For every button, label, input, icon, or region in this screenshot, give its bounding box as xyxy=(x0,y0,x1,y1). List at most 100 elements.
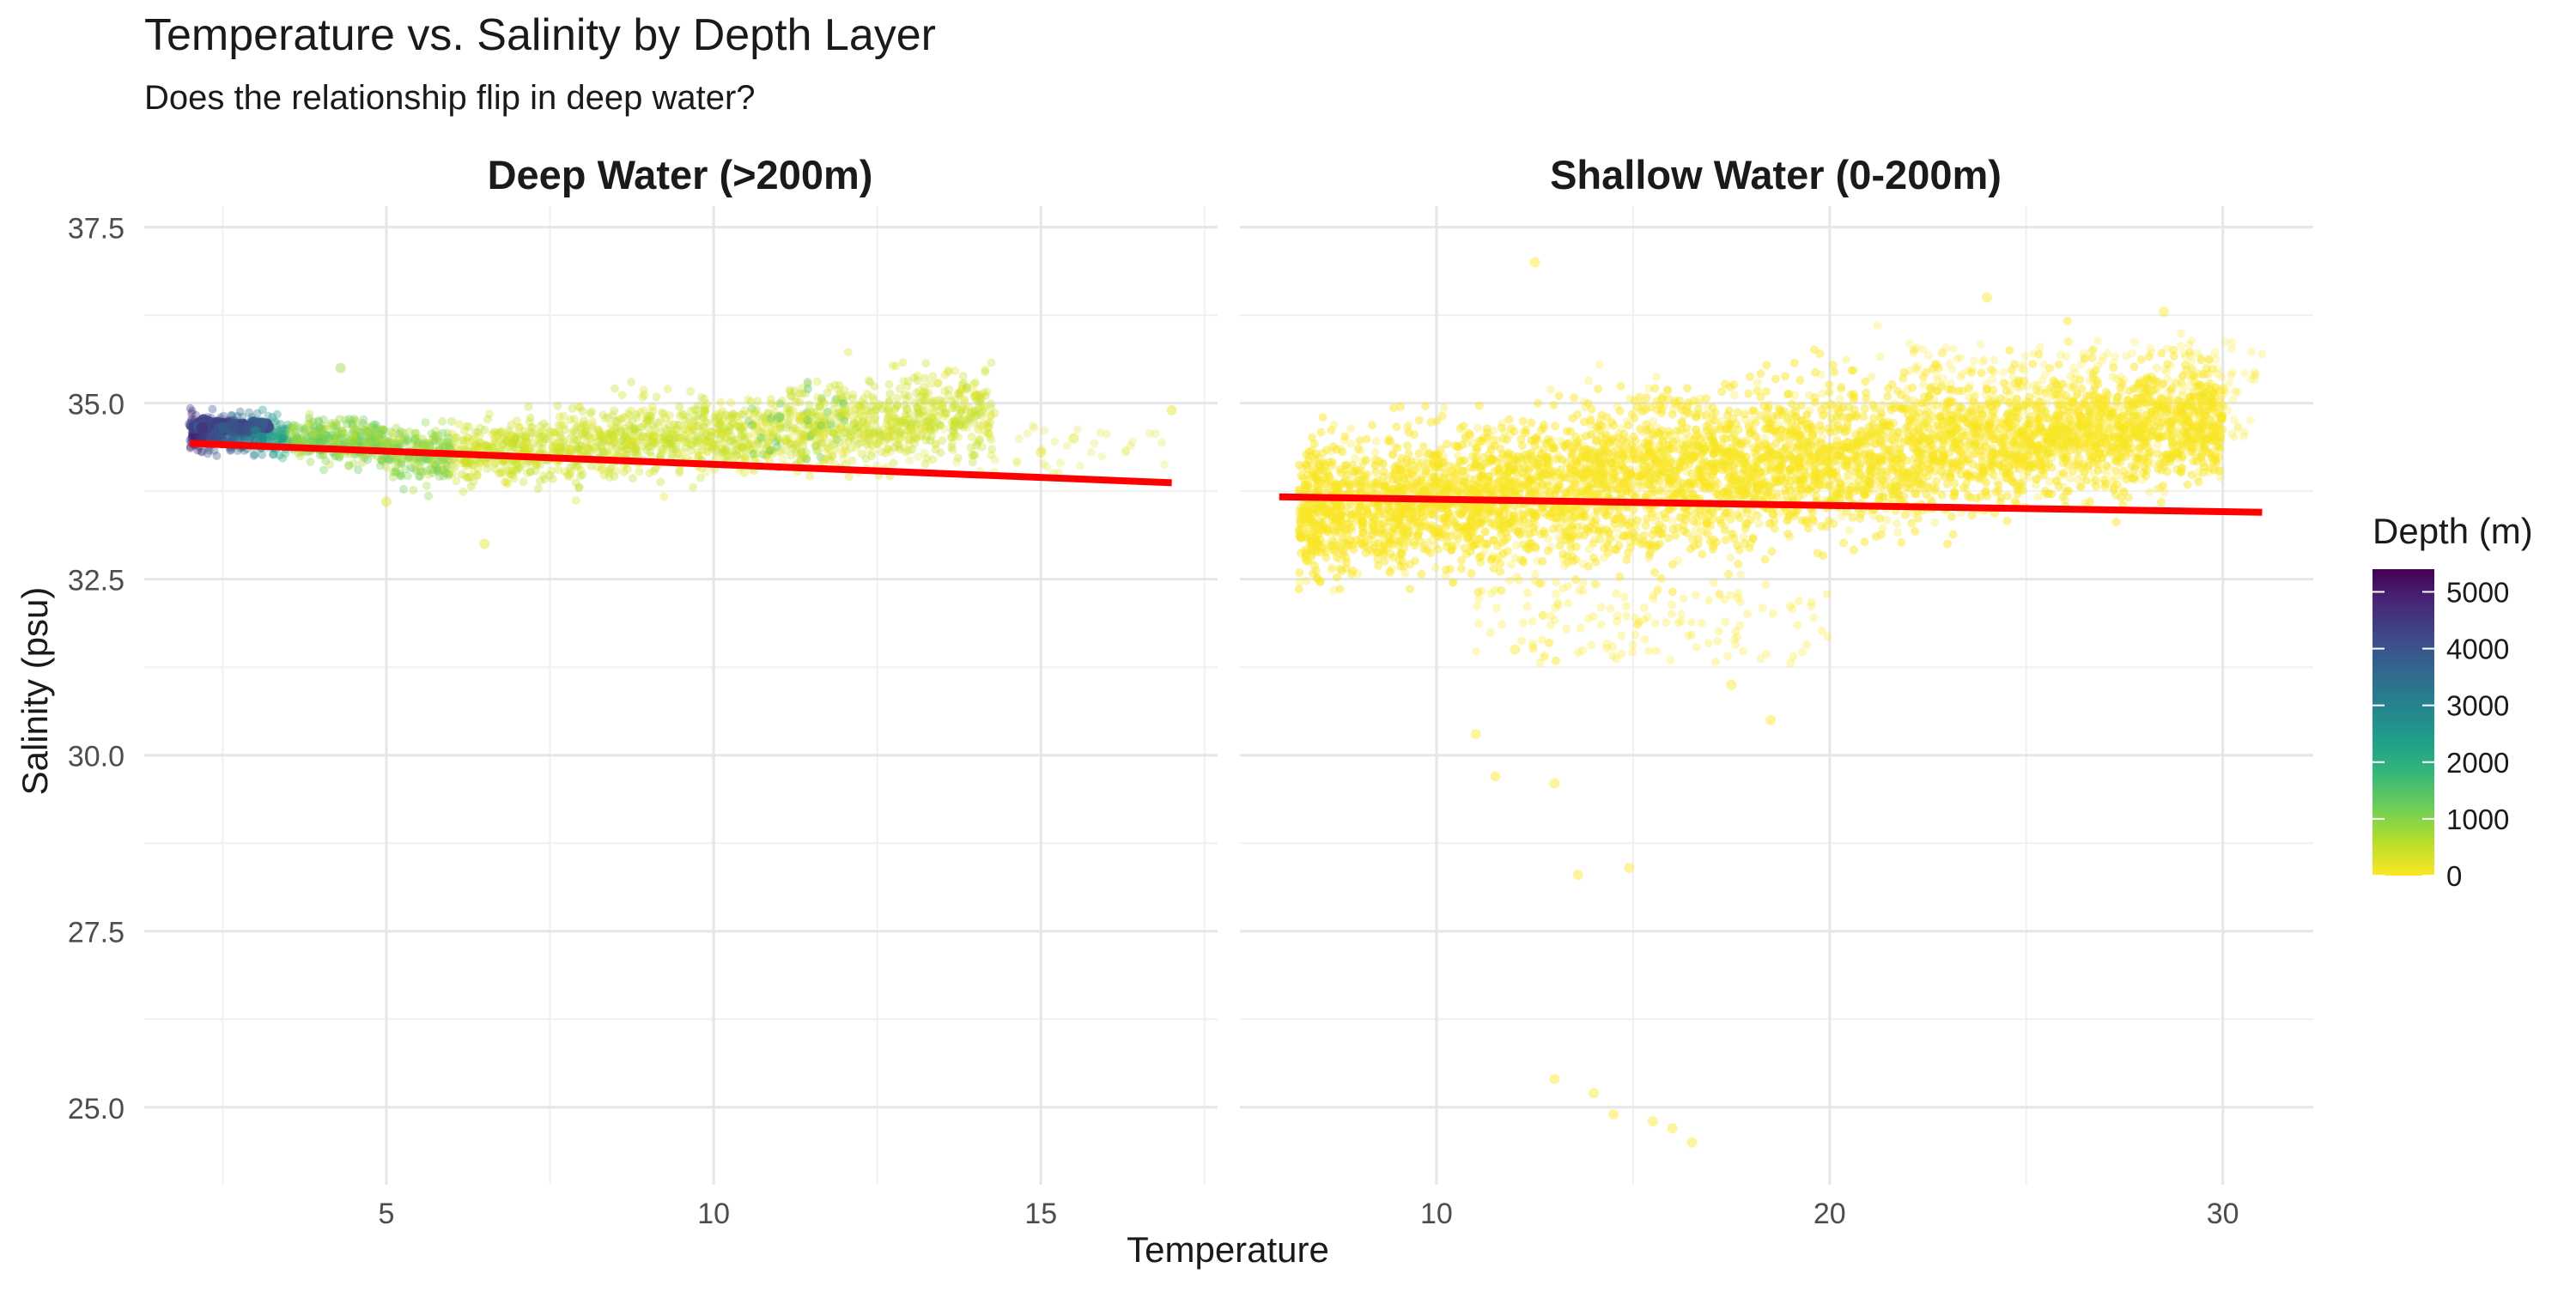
data-point xyxy=(720,430,728,439)
data-point xyxy=(556,434,565,442)
data-point xyxy=(627,378,635,386)
data-point xyxy=(773,433,781,441)
data-point xyxy=(693,436,702,445)
data-point xyxy=(306,458,314,466)
data-point xyxy=(258,451,266,459)
data-point xyxy=(700,395,708,403)
data-point xyxy=(325,434,334,442)
data-point xyxy=(598,447,607,456)
data-point xyxy=(841,385,849,394)
data-point xyxy=(483,416,492,424)
data-point xyxy=(822,409,830,417)
data-point xyxy=(915,393,924,402)
data-point xyxy=(523,469,532,477)
data-point xyxy=(828,437,836,446)
data-point xyxy=(893,394,902,403)
data-point xyxy=(340,428,349,437)
data-point xyxy=(934,379,943,387)
data-point xyxy=(409,486,417,494)
data-point xyxy=(568,404,576,413)
data-point xyxy=(987,358,995,367)
data-point xyxy=(332,420,341,428)
data-point xyxy=(985,432,993,440)
data-point xyxy=(777,447,786,456)
data-point xyxy=(862,422,871,431)
sample-point xyxy=(185,419,195,429)
data-point xyxy=(733,412,742,421)
data-point xyxy=(514,464,523,472)
data-point xyxy=(864,434,872,442)
data-point xyxy=(814,446,823,455)
sample-point xyxy=(336,363,346,373)
data-point xyxy=(747,397,756,406)
data-point xyxy=(1128,438,1137,446)
data-point xyxy=(650,432,659,440)
sample-point xyxy=(316,434,326,444)
data-point xyxy=(798,390,806,398)
data-point xyxy=(388,429,397,438)
data-point xyxy=(1023,429,1031,438)
data-point xyxy=(604,413,612,422)
data-point xyxy=(1063,441,1072,450)
data-point xyxy=(914,376,922,385)
data-point xyxy=(413,434,422,443)
data-point xyxy=(844,348,853,356)
data-point xyxy=(686,387,695,396)
data-point xyxy=(398,458,406,467)
y-tick-label: 30.0 xyxy=(68,741,125,773)
data-point xyxy=(610,406,618,415)
sample-point xyxy=(1068,434,1078,444)
data-point xyxy=(605,469,613,477)
data-point xyxy=(513,431,521,440)
sample-point xyxy=(1167,405,1177,416)
data-point xyxy=(1056,458,1065,467)
data-point xyxy=(872,413,880,422)
data-point xyxy=(462,422,471,431)
data-point xyxy=(1097,428,1105,437)
data-point xyxy=(944,368,952,377)
data-point xyxy=(573,436,581,445)
data-point xyxy=(744,441,753,450)
data-point xyxy=(410,460,419,469)
data-point xyxy=(278,454,287,463)
sample-point xyxy=(840,405,850,416)
x-tick-label: 10 xyxy=(1420,1198,1453,1230)
data-point xyxy=(629,436,637,445)
data-point xyxy=(212,452,221,460)
data-point xyxy=(954,433,963,441)
data-point xyxy=(545,471,554,480)
data-point xyxy=(921,460,930,469)
data-point xyxy=(580,416,588,425)
data-point xyxy=(1050,438,1059,446)
data-point xyxy=(968,451,976,459)
data-point xyxy=(519,477,527,486)
data-point xyxy=(971,379,980,387)
data-point xyxy=(887,447,896,456)
data-point xyxy=(885,397,894,405)
data-point xyxy=(712,453,720,462)
data-point xyxy=(847,428,855,436)
data-point xyxy=(676,411,684,420)
data-point xyxy=(766,428,775,436)
data-point xyxy=(515,423,524,432)
data-point xyxy=(839,455,848,464)
data-point xyxy=(424,492,433,500)
data-point xyxy=(902,382,911,391)
data-point xyxy=(991,455,999,464)
data-point xyxy=(461,471,470,480)
data-point xyxy=(921,359,930,367)
data-point xyxy=(640,385,648,394)
data-point xyxy=(448,470,457,478)
data-point xyxy=(888,422,896,430)
data-point xyxy=(905,457,914,465)
data-point xyxy=(258,405,267,414)
data-point xyxy=(455,420,464,428)
data-point xyxy=(910,416,919,425)
data-point xyxy=(658,449,666,458)
data-point xyxy=(632,444,641,452)
y-tick-label: 25.0 xyxy=(68,1093,125,1125)
data-point xyxy=(941,409,950,418)
data-point xyxy=(354,465,362,474)
data-point xyxy=(895,428,903,437)
data-point xyxy=(1087,448,1096,457)
